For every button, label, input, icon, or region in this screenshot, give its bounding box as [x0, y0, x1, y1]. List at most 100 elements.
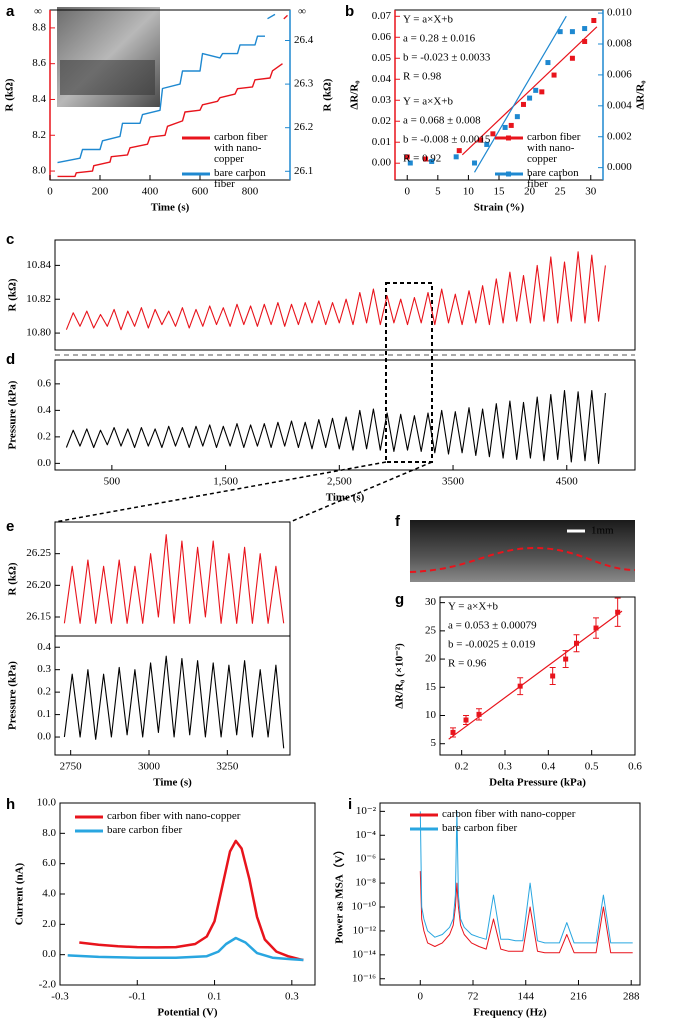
- panel-letter: a: [6, 3, 15, 20]
- point: [502, 124, 508, 130]
- x-tick-label: 0.2: [455, 761, 469, 773]
- y-tick-label: 0.0: [37, 457, 51, 469]
- y-tick-label: 0.4: [37, 404, 51, 416]
- axis-title: Potential (V): [157, 1007, 218, 1019]
- point: [551, 72, 557, 78]
- point: [407, 160, 413, 166]
- legend-label: bare carbon fiber: [527, 168, 579, 190]
- fit-annotation: R = 0.92: [403, 153, 441, 165]
- series-line: [65, 389, 606, 464]
- y-tick-label: 0.002: [607, 130, 632, 142]
- point: [404, 154, 410, 160]
- y-tick-label: 8.6: [32, 57, 46, 69]
- point: [476, 711, 482, 717]
- y-tick-label: 20: [425, 653, 437, 665]
- panel-letter: d: [6, 351, 15, 368]
- x-tick-label: 288: [623, 991, 640, 1003]
- axis-title: Power as MSA（V）: [333, 844, 346, 943]
- zoom-line: [289, 461, 433, 523]
- panel-letter: g: [395, 591, 404, 608]
- x-tick-label: 0.3: [285, 991, 299, 1003]
- inset-photo-detail: [60, 60, 155, 95]
- point: [478, 137, 484, 143]
- y-tick-label: 26.3: [294, 78, 314, 90]
- y-tick-label: 10⁻¹⁴: [352, 948, 376, 960]
- y-tick-label: 10⁻¹²: [353, 924, 377, 936]
- axis-title: ΔR/R₀: [349, 80, 361, 110]
- x-tick-label: 3500: [442, 476, 465, 488]
- y-tick-label: 0.04: [372, 73, 392, 85]
- y-tick-label: 10.82: [26, 293, 51, 305]
- fit-line: [461, 26, 598, 156]
- y-tick-label: 8.0: [42, 827, 56, 839]
- y-tick-label: 10⁻⁶: [355, 853, 376, 865]
- fit-annotation: a = 0.28 ± 0.016: [403, 33, 476, 45]
- series-line: [79, 839, 304, 962]
- y-tick-label: 10.80: [26, 327, 51, 339]
- y-tick-label: 4.0: [42, 888, 56, 900]
- y-tick-label: 8.2: [32, 129, 46, 141]
- y-tick-label: 0.1: [37, 708, 51, 720]
- x-tick-label: 0: [418, 991, 424, 1003]
- point: [484, 141, 490, 147]
- legend-marker: [506, 171, 511, 177]
- fit-annotation: b = -0.023 ± 0.0033: [403, 52, 491, 64]
- y-tick-label: 10: [425, 709, 437, 721]
- zoom-line: [54, 461, 387, 523]
- point: [591, 17, 597, 23]
- panel-letter: h: [6, 796, 15, 813]
- plot-frame: [54, 239, 636, 351]
- y-tick-label: 0.06: [372, 31, 392, 43]
- axis-title: R (kΩ): [7, 562, 19, 595]
- series-line: [65, 251, 606, 331]
- x-tick-label: 1,500: [213, 476, 238, 488]
- legend-label: bare carbon fiber: [442, 823, 518, 834]
- x-tick-label: 200: [92, 186, 109, 198]
- y-tick-label: 10⁻¹⁰: [351, 901, 376, 913]
- point: [450, 729, 456, 735]
- y-tick-label: 0.004: [607, 99, 632, 111]
- x-tick-label: 0.3: [498, 761, 512, 773]
- fit-line: [473, 15, 567, 173]
- y-tick-label: 0.2: [37, 430, 51, 442]
- fit-line: [448, 610, 623, 740]
- x-tick-label: 15: [494, 186, 506, 198]
- point: [582, 26, 588, 32]
- fit-annotation: Y = a×X+b: [403, 96, 453, 108]
- fit-annotation: R = 0.98: [403, 71, 442, 83]
- x-tick-label: 30: [585, 186, 597, 198]
- x-tick-label: 0: [404, 186, 410, 198]
- series-line: [63, 534, 285, 624]
- y-tick-label: 8.0: [32, 165, 46, 177]
- legend-label-box: carbon fiber with nano-copper: [442, 809, 575, 820]
- fit-annotation: b = -0.008 ± 0.0015: [403, 134, 491, 146]
- axis-title: R (kΩ): [7, 278, 19, 311]
- x-tick-label: 0.5: [585, 761, 599, 773]
- legend-label-box: bare carbon fiber: [107, 825, 182, 836]
- point: [527, 95, 533, 101]
- y-tick-label: 26.2: [294, 121, 313, 133]
- y-tick-label: 0.0: [37, 731, 51, 743]
- panel-letter: c: [6, 231, 14, 248]
- y-tick-label: 5: [431, 737, 437, 749]
- x-tick-label: 5: [435, 186, 441, 198]
- legend-label-box: bare carbon fiber: [527, 168, 579, 190]
- y-tick-label: 0.2: [37, 686, 51, 698]
- point: [453, 154, 459, 160]
- axis-title: Strain (%): [474, 202, 525, 214]
- x-tick-label: 0.4: [541, 761, 555, 773]
- point: [550, 673, 556, 679]
- legend-label-box: carbon fiber with nano-copper: [107, 811, 240, 822]
- y-tick-label: 10.84: [26, 259, 51, 271]
- y-tick-label: 0.4: [37, 641, 51, 653]
- point: [582, 38, 588, 44]
- fit-annotation: a = 0.053 ± 0.00079: [448, 620, 537, 632]
- x-tick-label: 3250: [216, 761, 239, 773]
- legend-label-box: bare carbon fiber: [214, 168, 266, 190]
- point: [514, 114, 520, 120]
- series-line: [57, 13, 276, 164]
- y-tick-label: 10⁻¹⁶: [352, 972, 376, 984]
- series-line: [63, 655, 285, 749]
